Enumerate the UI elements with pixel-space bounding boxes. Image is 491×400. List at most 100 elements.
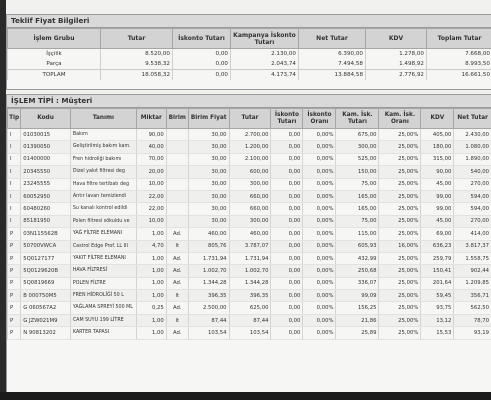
teklif-cell: 4.173,74 [230, 69, 299, 80]
islem-cell: P [6, 277, 22, 291]
teklif-cell: 0,00 [172, 69, 231, 80]
islem-cell: 93,19 [453, 326, 491, 340]
islem-cell: 01030015 [20, 128, 71, 142]
islem-cell: Polen filtresi sökuldu ve [69, 215, 137, 229]
islem-cell: Arıtır lavarı temizlendi [69, 190, 137, 204]
islem-cell: 0,00 [270, 264, 304, 278]
islem-row[interactable]: I 60052950 Arıtır lavarı temizlendi 22,00 30… [6, 190, 491, 204]
teklif-row[interactable]: TOPLAM 18.058,32 0,00 4.173,74 13.884,58 2.77… [7, 69, 491, 80]
islem-cell: 156,25 [335, 301, 380, 315]
islem-cell: B 000750M5 [20, 289, 71, 303]
islem-cell: 103,54 [228, 326, 272, 340]
islem-row[interactable]: P 03N115562B YAĞ FİLTRE ELEMANI 1,00 Ad. 460,… [6, 227, 491, 241]
teklif-cell: 7.494,58 [298, 59, 366, 70]
islem-cell: 300,00 [228, 215, 272, 229]
islem-cell: 99,09 [335, 289, 380, 303]
islem-header-cell: Tanımı [69, 108, 137, 129]
teklif-header-cell: Toplam Tutar [426, 28, 491, 49]
teklif-row[interactable]: Parça 9.538,32 0,00 2.043,74 7.494,58 1.498,9… [7, 59, 491, 70]
islem-cell: 30,00 [187, 178, 230, 191]
islem-cell: 1.344,28 [228, 277, 272, 291]
islem-cell: 1.002,70 [187, 264, 230, 278]
islem-cell: 21,86 [335, 314, 380, 328]
islem-cell: 25,00% [378, 190, 422, 204]
islem-cell: 75,00 [335, 178, 380, 191]
islem-row[interactable]: P 5Q0127177 YAKIT FİLTRE ELEMANI 1,00 Ad. 1.7… [6, 252, 491, 266]
islem-header-cell: Net Tutar [453, 108, 491, 129]
islem-cell: 25,00% [378, 252, 422, 266]
islem-cell: 25,00% [378, 301, 422, 315]
islem-cell: 660,00 [228, 190, 272, 204]
islem-cell [165, 178, 189, 191]
islem-cell: YAĞ FİLTRE ELEMANI [69, 227, 137, 241]
islem-cell: 25,89 [335, 326, 380, 340]
islem-cell: HAVA FİLTRESİ [69, 264, 137, 278]
islem-cell: 0,00% [302, 289, 337, 303]
islem-cell: 25,00% [378, 264, 422, 278]
islem-row[interactable]: I 01400000 Fren hidroliği bakımı 70,00 30,00… [6, 153, 491, 167]
islem-cell: I [6, 215, 22, 229]
islem-cell [165, 215, 189, 229]
teklif-cell: 1.278,00 [365, 48, 427, 59]
islem-cell: 336,07 [335, 277, 380, 291]
islem-cell: Geliştirilmiş bakım kam. [69, 140, 137, 154]
islem-cell: 1.002,70 [228, 264, 272, 278]
islem-row[interactable]: I 01390050 Geliştirilmiş bakım kam. 40,00 30… [6, 140, 491, 154]
islem-cell: 1.080,00 [453, 140, 491, 154]
islem-cell: 0,00 [270, 140, 304, 154]
islem-cell: 50700VWCA [20, 240, 71, 253]
islem-cell: 115,00 [335, 227, 380, 241]
islem-cell: 01390050 [20, 140, 71, 154]
islem-cell: 0,00% [302, 165, 337, 179]
islem-header-cell: İskonto Tutarı [270, 108, 304, 129]
islem-cell: Castrol Edge Prof. LL III [69, 240, 137, 253]
islem-cell: 0,00% [302, 314, 337, 328]
islem-cell: 396,35 [187, 289, 230, 303]
teklif-header-cell: Tutar [100, 28, 173, 49]
islem-row[interactable]: P 5Q0129620B HAVA FİLTRESİ 1,00 Ad. 1.002,70 1… [6, 264, 491, 278]
islem-cell: Dizel yakıt filtresi deg [69, 165, 137, 179]
islem-cell: Ad. [165, 227, 189, 241]
islem-row[interactable]: P 5Q0819669 POLEN FİLTRE 1,00 Ad. 1.344,28 1.3… [6, 277, 491, 291]
islem-cell: 2.430,00 [453, 128, 491, 142]
islem-cell [165, 165, 189, 179]
islem-cell: 25,00% [378, 178, 422, 191]
islem-cell: 25,00% [378, 314, 422, 328]
islem-row[interactable]: I 20345550 Dizel yakıt filtresi deg 20,00 30… [6, 165, 491, 179]
islem-row[interactable]: I 01030015 Bakım 90,00 30,00 2.700,00 0,00 0,00… [6, 128, 491, 142]
islem-row[interactable]: I 23245555 Hava filtre tertibatı deg 10,00 3… [6, 178, 491, 191]
islem-cell: 562,50 [453, 301, 491, 315]
islem-cell: 13,12 [420, 314, 455, 328]
islem-cell: 103,54 [187, 326, 230, 340]
islem-row[interactable]: I 60480260 Su kanalı kontrol edildi 22,00 30… [6, 202, 491, 216]
islem-cell: 1.731,94 [228, 252, 272, 266]
islem-cell: 1,00 [135, 277, 167, 291]
teklif-row[interactable]: İşçilik 8.520,00 0,00 2.130,00 6.390,00 1.278… [7, 48, 491, 59]
islem-cell: 25,00% [378, 215, 422, 229]
islem-cell: 25,00% [378, 326, 422, 340]
islem-cell: 25,00% [378, 289, 422, 303]
islem-cell [165, 190, 189, 204]
islem-cell: 150,00 [335, 165, 380, 179]
islem-row[interactable]: P 50700VWCA Castrol Edge Prof. LL III 4,70 l… [6, 240, 491, 253]
islem-cell: 0,00 [270, 178, 304, 191]
islem-cell [165, 153, 189, 167]
islem-cell: 0,00% [302, 153, 337, 167]
islem-cell: 30,00 [187, 128, 230, 142]
islem-cell: 10,00 [135, 215, 167, 229]
islem-cell: 3.817,37 [453, 240, 491, 253]
islem-cell: 600,00 [228, 165, 272, 179]
islem-cell: 87,44 [187, 314, 230, 328]
islem-cell: 59,45 [420, 289, 455, 303]
islem-row[interactable]: I 85181950 Polen filtresi sökuldu ve 10,00 3… [6, 215, 491, 229]
islem-cell: 93,75 [420, 301, 455, 315]
islem-cell: 0,00 [270, 153, 304, 167]
islem-cell: P [6, 240, 22, 253]
islem-cell: I [6, 202, 22, 216]
islem-cell: 0,00% [302, 140, 337, 154]
islem-cell: 0,00 [270, 165, 304, 179]
